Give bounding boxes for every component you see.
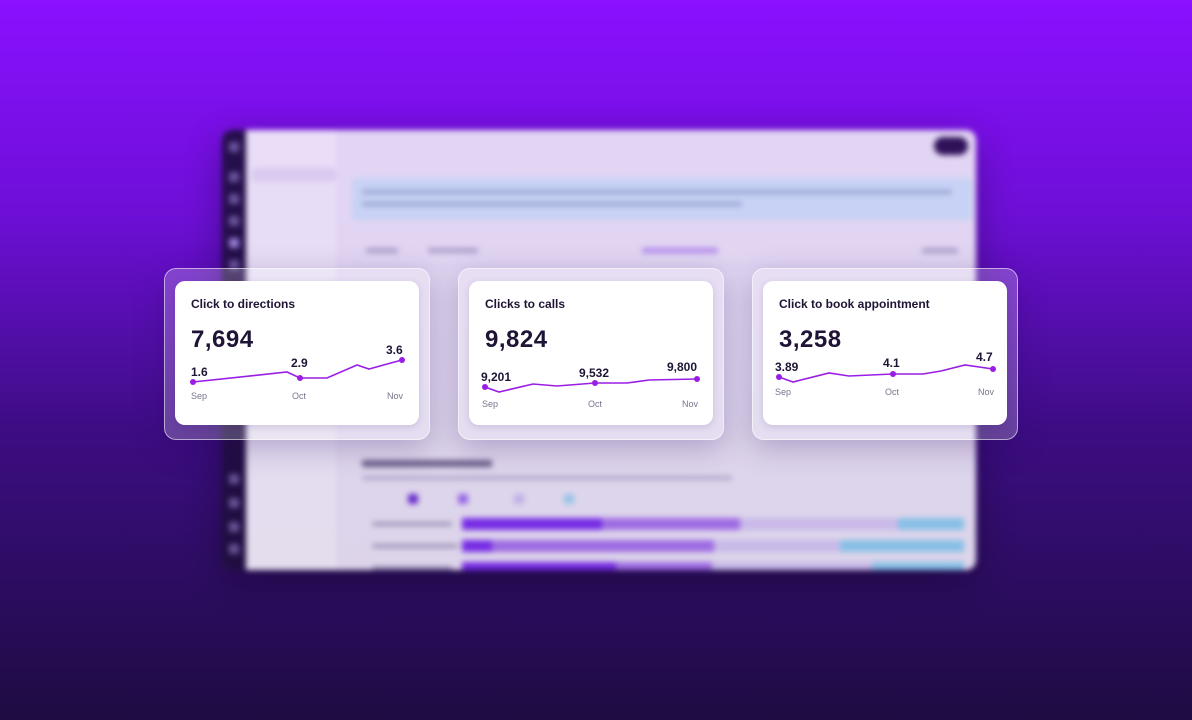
nav-icon xyxy=(229,474,239,484)
nav-icon xyxy=(229,498,239,508)
nav-icon xyxy=(229,260,239,270)
nav-icon xyxy=(229,216,239,226)
axis-label-start: Sep xyxy=(775,387,791,397)
avatar xyxy=(934,137,968,155)
card-title: Click to book appointment xyxy=(779,297,930,311)
nav-icon xyxy=(229,172,239,182)
sparkline-path xyxy=(484,378,698,393)
point-label-start: 9,201 xyxy=(481,370,511,384)
logo-icon xyxy=(229,142,239,152)
ranking-bar xyxy=(462,562,964,570)
section-title xyxy=(362,460,492,467)
point-label-mid: 4.1 xyxy=(883,356,900,370)
point-label-start: 3.89 xyxy=(775,360,799,374)
sparkline-point-start xyxy=(190,379,196,385)
metric-card-appointment-frame: Click to book appointment 3,258 3.89 4.1… xyxy=(752,268,1018,440)
sparkline-point-end xyxy=(399,357,405,363)
section-subtitle xyxy=(362,476,732,480)
sparkline-path xyxy=(192,359,403,383)
legend-swatch xyxy=(408,494,418,504)
nav-icon xyxy=(229,544,239,554)
axis-label-start: Sep xyxy=(191,391,207,401)
axis-label-mid: Oct xyxy=(292,391,307,401)
toolbar xyxy=(352,238,972,267)
point-label-mid: 9,532 xyxy=(579,366,609,380)
metric-card-appointment: Click to book appointment 3,258 3.89 4.1… xyxy=(763,281,1007,425)
axis-label-end: Nov xyxy=(387,391,404,401)
axis-label-start: Sep xyxy=(482,399,498,409)
sparkline-point-end xyxy=(990,366,996,372)
nav-icon xyxy=(229,238,239,248)
sparkline: 3.89 4.1 4.7 Sep Oct Nov xyxy=(775,350,996,397)
sparkline-point-mid xyxy=(890,371,896,377)
point-label-end: 4.7 xyxy=(976,350,993,364)
axis-label-end: Nov xyxy=(978,387,995,397)
point-label-mid: 2.9 xyxy=(291,356,308,370)
metric-card-directions-frame: Click to directions 7,694 1.6 2.9 3.6 Se… xyxy=(164,268,430,440)
sparkline-point-start xyxy=(776,374,782,380)
legend-swatch xyxy=(458,494,468,504)
axis-label-mid: Oct xyxy=(885,387,900,397)
point-label-end: 3.6 xyxy=(386,343,403,357)
sparkline-point-mid xyxy=(297,375,303,381)
card-title: Clicks to calls xyxy=(485,297,566,311)
card-title: Click to directions xyxy=(191,297,296,311)
info-banner xyxy=(352,178,972,220)
card-value: 3,258 xyxy=(779,326,842,353)
point-label-end: 9,800 xyxy=(667,360,697,374)
sparkline-point-start xyxy=(482,384,488,390)
card-value: 7,694 xyxy=(191,326,254,353)
nav-icon xyxy=(229,522,239,532)
metric-card-directions: Click to directions 7,694 1.6 2.9 3.6 Se… xyxy=(175,281,419,425)
metric-card-calls: Clicks to calls 9,824 9,201 9,532 9,800 … xyxy=(469,281,713,425)
sparkline-point-mid xyxy=(592,380,598,386)
axis-label-mid: Oct xyxy=(588,399,603,409)
sidebar-active-item xyxy=(252,168,336,182)
point-label-start: 1.6 xyxy=(191,365,208,379)
sparkline: 1.6 2.9 3.6 Sep Oct Nov xyxy=(190,343,405,401)
card-value: 9,824 xyxy=(485,326,548,353)
ranking-bar xyxy=(462,518,964,530)
ranking-bar xyxy=(462,540,964,552)
metric-card-calls-frame: Clicks to calls 9,824 9,201 9,532 9,800 … xyxy=(458,268,724,440)
sparkline: 9,201 9,532 9,800 Sep Oct Nov xyxy=(481,360,700,409)
nav-icon xyxy=(229,194,239,204)
axis-label-end: Nov xyxy=(682,399,699,409)
sparkline-point-end xyxy=(694,376,700,382)
legend-swatch xyxy=(514,494,524,504)
legend-swatch xyxy=(564,494,574,504)
